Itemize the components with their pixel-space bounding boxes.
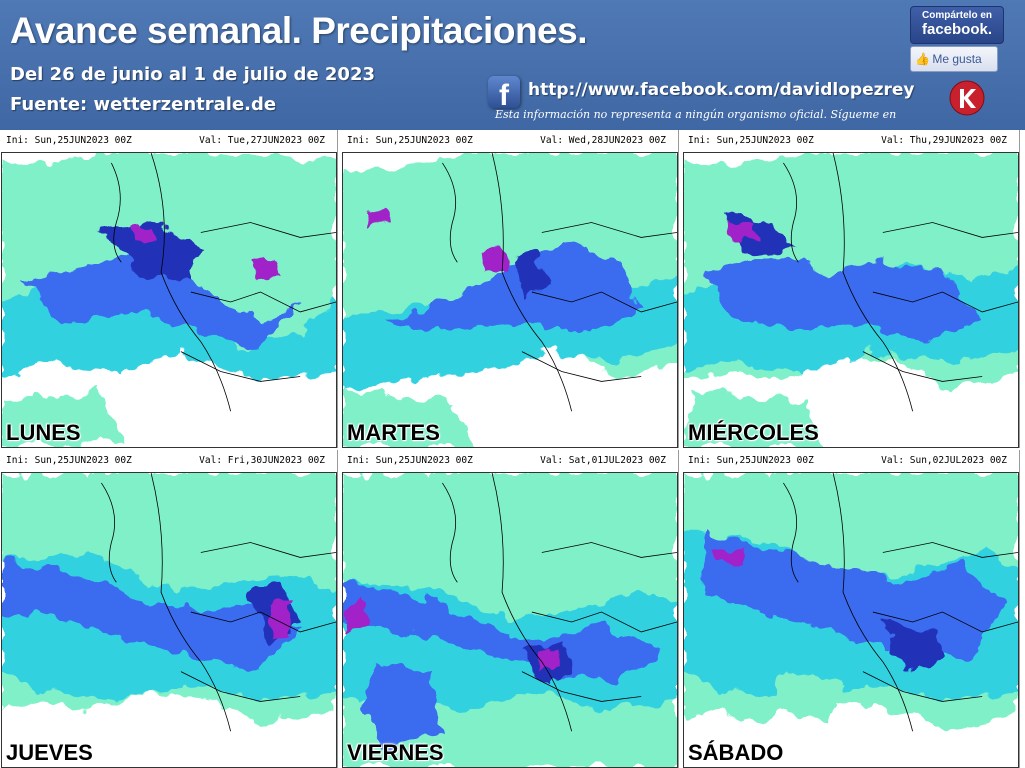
day-label: MIÉRCOLES <box>688 420 819 445</box>
author-logo-icon[interactable] <box>949 80 985 116</box>
source-text: Fuente: wetterzentrale.de <box>10 94 277 115</box>
share-label: Compártelo en <box>921 10 992 21</box>
precipitation-map <box>683 152 1019 448</box>
facebook-url-link[interactable]: http://www.facebook.com/davidlopezrey <box>528 80 915 100</box>
date-range: Del 26 de junio al 1 de julio de 2023 <box>10 64 376 85</box>
map-panel: Ini: Sun,25JUN2023 00Z Val: Wed,28JUN202… <box>341 130 679 448</box>
share-brand: facebook. <box>921 21 993 38</box>
facebook-icon[interactable]: f <box>488 76 520 108</box>
panel-header: Ini: Sun,25JUN2023 00Z Val: Fri,30JUN202… <box>0 450 337 472</box>
valid-time: Val: Sun,02JUL2023 00Z <box>881 455 1007 466</box>
day-label: VIERNES <box>347 740 444 765</box>
map-panel: Ini: Sun,25JUN2023 00Z Val: Thu,29JUN202… <box>682 130 1020 448</box>
map-panel: Ini: Sun,25JUN2023 00Z Val: Tue,27JUN202… <box>0 130 338 448</box>
init-time: Ini: Sun,25JUN2023 00Z <box>347 455 473 466</box>
day-label: LUNES <box>6 420 81 445</box>
valid-time: Val: Wed,28JUN2023 00Z <box>540 135 666 146</box>
panel-header: Ini: Sun,25JUN2023 00Z Val: Wed,28JUN202… <box>341 130 678 152</box>
init-time: Ini: Sun,25JUN2023 00Z <box>688 455 814 466</box>
like-label: Me gusta <box>932 52 982 66</box>
panel-header: Ini: Sun,25JUN2023 00Z Val: Sun,02JUL202… <box>682 450 1019 472</box>
map-panel: Ini: Sun,25JUN2023 00Z Val: Sun,02JUL202… <box>682 450 1020 768</box>
precipitation-map <box>342 152 678 448</box>
init-time: Ini: Sun,25JUN2023 00Z <box>6 135 132 146</box>
precipitation-map <box>342 472 678 768</box>
header-banner: Avance semanal. Precipitaciones. Del 26 … <box>0 0 1025 130</box>
panel-header: Ini: Sun,25JUN2023 00Z Val: Tue,27JUN202… <box>0 130 337 152</box>
precipitation-map <box>1 472 337 768</box>
page-title: Avance semanal. Precipitaciones. <box>10 10 587 51</box>
init-time: Ini: Sun,25JUN2023 00Z <box>688 135 814 146</box>
disclaimer-text: Esta información no representa a ningún … <box>495 108 897 121</box>
valid-time: Val: Sat,01JUL2023 00Z <box>540 455 666 466</box>
valid-time: Val: Thu,29JUN2023 00Z <box>881 135 1007 146</box>
day-label: MARTES <box>347 420 440 445</box>
like-button[interactable]: 👍 Me gusta <box>910 46 998 72</box>
day-label: SÁBADO <box>688 740 784 765</box>
valid-time: Val: Fri,30JUN2023 00Z <box>199 455 325 466</box>
panel-header: Ini: Sun,25JUN2023 00Z Val: Sat,01JUL202… <box>341 450 678 472</box>
day-label: JUEVES <box>6 740 93 765</box>
valid-time: Val: Tue,27JUN2023 00Z <box>199 135 325 146</box>
map-panel: Ini: Sun,25JUN2023 00Z Val: Sat,01JUL202… <box>341 450 679 768</box>
init-time: Ini: Sun,25JUN2023 00Z <box>6 455 132 466</box>
precipitation-map <box>1 152 337 448</box>
precipitation-map <box>683 472 1019 768</box>
panel-header: Ini: Sun,25JUN2023 00Z Val: Thu,29JUN202… <box>682 130 1019 152</box>
thumbs-up-icon: 👍 <box>915 52 930 66</box>
share-facebook-button[interactable]: Compártelo en facebook. <box>910 6 1004 44</box>
map-panel: Ini: Sun,25JUN2023 00Z Val: Fri,30JUN202… <box>0 450 338 768</box>
init-time: Ini: Sun,25JUN2023 00Z <box>347 135 473 146</box>
